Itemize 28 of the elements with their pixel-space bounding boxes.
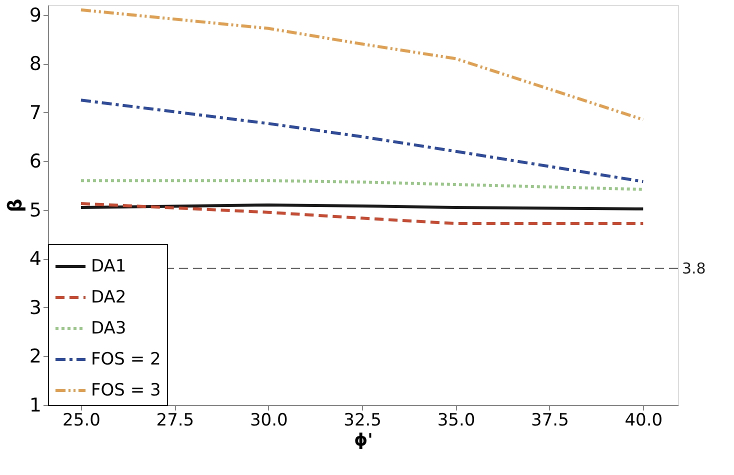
x-tick-label: 27.5	[156, 410, 194, 430]
legend-label: FOS = 2	[91, 350, 161, 370]
x-tick-label: 37.5	[531, 410, 569, 430]
x-tick-label: 30.0	[250, 410, 288, 430]
x-axis-title: ϕ'	[354, 430, 373, 450]
y-axis-title: β	[4, 198, 26, 212]
y-tick-label: 5	[29, 199, 42, 222]
x-tick-label: 35.0	[437, 410, 476, 430]
y-tick-label: 3	[29, 296, 42, 319]
line-series	[79, 179, 645, 191]
x-tick-label: 40.0	[624, 410, 663, 430]
legend-label: FOS = 3	[91, 380, 161, 400]
ref-line-label: 3.8	[682, 259, 706, 278]
legend-label: DA1	[91, 256, 126, 276]
y-tick-label: 1	[29, 394, 42, 416]
legend-label: DA3	[91, 318, 126, 338]
y-tick-label: 2	[29, 346, 42, 368]
y-tick-label: 9	[29, 4, 42, 26]
y-tick-label: 7	[29, 102, 42, 124]
legend-label: DA2	[91, 288, 126, 308]
line-series	[79, 8, 645, 122]
line-series	[79, 202, 645, 226]
x-tick-label: 32.5	[344, 410, 382, 430]
y-tick-label: 4	[29, 248, 42, 270]
y-tick-label: 6	[29, 150, 42, 173]
y-tick-label: 8	[29, 53, 42, 76]
line-series	[79, 98, 645, 184]
x-tick-label: 25.0	[62, 410, 100, 430]
